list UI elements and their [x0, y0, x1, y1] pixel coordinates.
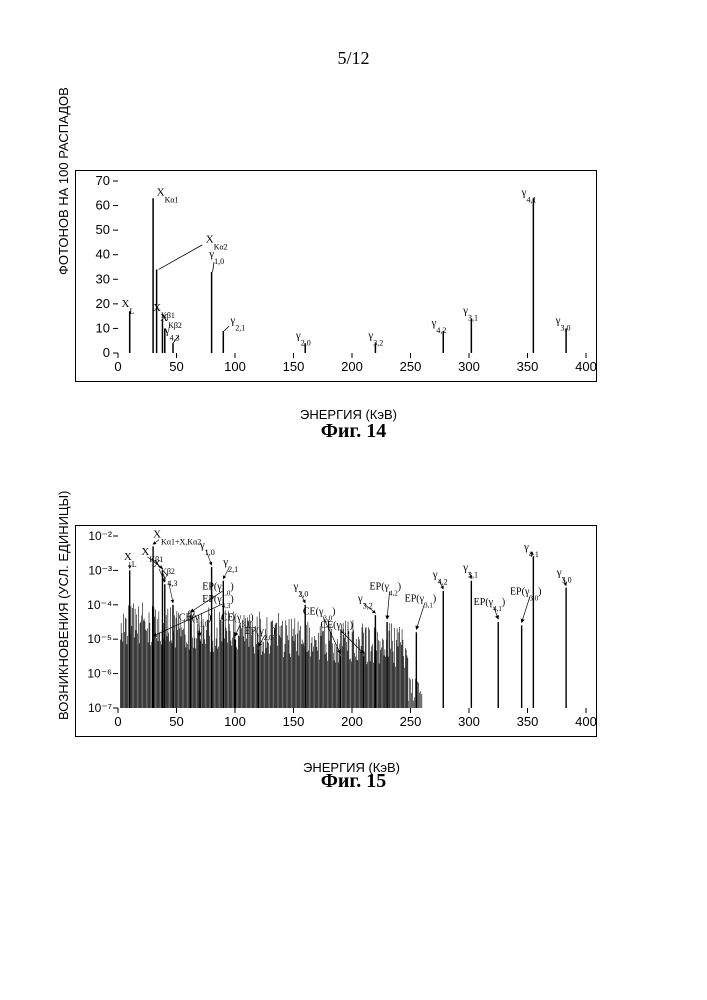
page-number: 5/12 [0, 48, 707, 69]
svg-text:30: 30 [96, 271, 110, 286]
svg-text:γ3,2: γ3,2 [357, 592, 373, 610]
svg-text:200: 200 [341, 359, 363, 374]
svg-text:0: 0 [103, 345, 110, 360]
svg-text:300: 300 [458, 714, 480, 729]
svg-text:γ4,1: γ4,1 [523, 541, 539, 559]
svg-text:CE(γ1,0): CE(γ1,0) [179, 613, 212, 629]
fig15-y-label: ВОЗНИКНОВЕНИЯ (УСЛ. ЕДИНИЦЫ) [56, 491, 71, 720]
fig14-chart: 0 50 100 150 200 250 300 350 400 0 10 20 30 40 50 60 70 X… [75, 170, 597, 382]
svg-text:50: 50 [169, 359, 183, 374]
svg-text:EP(γ4,2): EP(γ4,2) [370, 581, 402, 597]
svg-text:350: 350 [517, 359, 539, 374]
svg-text:XL: XL [124, 551, 137, 569]
svg-text:10⁻²: 10⁻² [88, 529, 112, 543]
svg-text:200: 200 [341, 714, 363, 729]
svg-text:150: 150 [283, 359, 305, 374]
svg-text:100: 100 [224, 714, 246, 729]
svg-text:250: 250 [400, 359, 422, 374]
svg-text:γ3,2: γ3,2 [367, 329, 383, 347]
svg-text:γ2,0: γ2,0 [295, 329, 311, 347]
svg-text:γ2,1: γ2,1 [222, 556, 238, 574]
svg-text:γ3,0: γ3,0 [556, 567, 572, 585]
fig15-caption: Фиг. 15 [0, 770, 707, 793]
svg-text:γ4,2: γ4,2 [432, 568, 448, 586]
svg-text:10⁻³: 10⁻³ [88, 563, 112, 577]
svg-text:γ4,1: γ4,1 [521, 187, 537, 205]
svg-text:20: 20 [96, 296, 110, 311]
svg-text:400: 400 [575, 359, 596, 374]
svg-text:γ3,1: γ3,1 [462, 561, 478, 579]
svg-text:100: 100 [224, 359, 246, 374]
svg-text:250: 250 [400, 714, 422, 729]
fig15-chart: 0 50 100 150 200 250 300 350 400 10⁻⁷ 10⁻⁶ 10⁻⁵ 10⁻⁴… [75, 525, 597, 737]
svg-text:10⁻⁶: 10⁻⁶ [87, 667, 112, 681]
svg-text:0: 0 [114, 714, 121, 729]
svg-text:40: 40 [96, 247, 110, 262]
svg-text:EP(γ4,1): EP(γ4,1) [474, 597, 506, 613]
svg-text:350: 350 [517, 714, 539, 729]
svg-text:10⁻⁵: 10⁻⁵ [87, 632, 112, 646]
svg-text:0: 0 [114, 359, 121, 374]
svg-text:γ4,2: γ4,2 [431, 317, 447, 335]
svg-text:EP(γ3,1): EP(γ3,1) [405, 593, 437, 609]
svg-text:50: 50 [169, 714, 183, 729]
svg-text:70: 70 [96, 173, 110, 188]
svg-text:XKα1+X,Kα2: XKα1+X,Kα2 [153, 529, 201, 547]
svg-text:γ1,0: γ1,0 [199, 539, 215, 557]
svg-text:400: 400 [575, 714, 596, 729]
svg-text:EP(γ3,0): EP(γ3,0) [510, 586, 542, 602]
svg-text:γ3,0: γ3,0 [555, 315, 571, 333]
svg-text:γ2,1: γ2,1 [229, 315, 245, 333]
svg-text:XKα1: XKα1 [157, 187, 179, 205]
svg-text:300: 300 [458, 359, 480, 374]
svg-text:50: 50 [96, 222, 110, 237]
svg-text:60: 60 [96, 198, 110, 213]
svg-text:XL: XL [122, 298, 135, 316]
svg-text:γ2,0: γ2,0 [293, 580, 309, 598]
fig14-caption: Фиг. 14 [0, 420, 707, 443]
svg-text:10: 10 [96, 320, 110, 335]
svg-text:10⁻⁷: 10⁻⁷ [88, 701, 112, 715]
svg-text:150: 150 [283, 714, 305, 729]
svg-text:10⁻⁴: 10⁻⁴ [87, 598, 112, 612]
fig14-y-label: ФОТОНОВ НА 100 РАСПАДОВ [56, 87, 71, 275]
svg-text:γ3,1: γ3,1 [462, 305, 478, 323]
